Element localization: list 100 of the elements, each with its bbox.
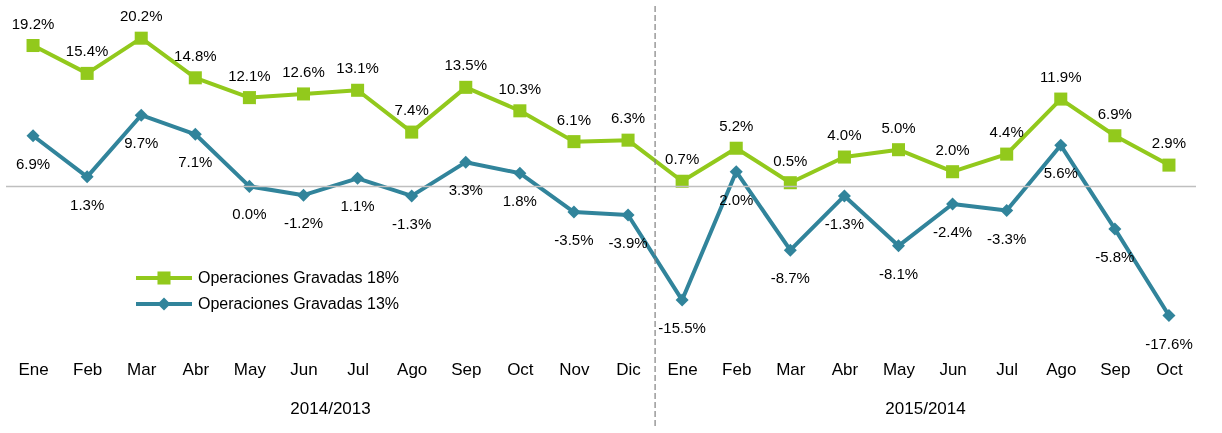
point xyxy=(891,143,906,157)
x-tick-label: Mar xyxy=(127,359,157,379)
point xyxy=(296,188,311,202)
data-label: 20.2% xyxy=(119,7,163,25)
x-tick-label: Jun xyxy=(290,359,318,379)
data-label: -8.7% xyxy=(770,269,810,287)
point xyxy=(296,87,311,101)
x-tick-label: May xyxy=(233,359,267,379)
data-label: 2.9% xyxy=(1151,134,1187,152)
data-label: 15.4% xyxy=(65,42,109,60)
point xyxy=(729,165,743,179)
data-label: 13.1% xyxy=(336,59,379,77)
point xyxy=(621,133,635,147)
data-label: 6.9% xyxy=(1097,104,1132,122)
data-label: 7.1% xyxy=(178,153,213,171)
data-label: -15.5% xyxy=(658,319,706,337)
data-label: 10.3% xyxy=(498,79,542,97)
point xyxy=(675,293,689,307)
data-label: -1.3% xyxy=(392,214,432,232)
point xyxy=(783,176,797,190)
data-label: 12.6% xyxy=(282,62,325,80)
point xyxy=(351,171,365,185)
x-tick-label: Ene xyxy=(18,359,49,379)
data-label: -8.1% xyxy=(878,264,919,282)
point xyxy=(188,127,202,141)
point xyxy=(675,174,689,188)
data-label: 19.2% xyxy=(11,14,55,32)
x-tick-label: Jul xyxy=(996,359,1019,379)
point xyxy=(80,170,94,184)
point xyxy=(1054,138,1068,152)
x-tick-label: Mar xyxy=(776,359,806,379)
point xyxy=(837,189,851,203)
data-label: 0.0% xyxy=(232,205,267,223)
point xyxy=(1054,92,1068,106)
legend-label: Operaciones Gravadas 13% xyxy=(198,295,399,312)
point xyxy=(134,31,148,45)
point xyxy=(946,197,960,211)
point xyxy=(513,104,527,118)
point xyxy=(1162,308,1176,323)
data-label: 0.5% xyxy=(773,151,808,169)
point xyxy=(1000,147,1014,161)
point xyxy=(26,39,40,53)
point xyxy=(188,71,202,85)
data-label: 4.4% xyxy=(989,123,1024,141)
data-label: 11.9% xyxy=(1040,68,1082,86)
x-tick-label: Abr xyxy=(831,359,859,379)
point xyxy=(621,208,635,222)
data-label: 4.0% xyxy=(827,126,862,144)
text: 2015/2014 xyxy=(885,399,966,418)
point xyxy=(1108,222,1122,236)
point xyxy=(242,91,256,105)
data-label: 9.7% xyxy=(124,134,159,152)
data-label: 5.2% xyxy=(719,117,754,135)
x-tick-label: Oct xyxy=(1156,359,1183,379)
x-tick-label: Feb xyxy=(722,359,752,379)
x-tick-label: Ago xyxy=(1046,359,1077,379)
point xyxy=(405,125,419,139)
data-label: -1.2% xyxy=(283,214,324,232)
x-tick-label: Jul xyxy=(347,359,369,379)
x-tick-label: Oct xyxy=(507,359,534,379)
point xyxy=(729,141,743,155)
point xyxy=(405,189,419,203)
x-tick-label: Sep xyxy=(451,359,482,379)
point xyxy=(351,83,365,97)
data-label: 12.1% xyxy=(228,66,271,84)
x-tick-label: Sep xyxy=(1100,359,1131,379)
data-label: -17.6% xyxy=(1145,334,1193,352)
data-label: -1.3% xyxy=(824,214,864,232)
data-label: 1.1% xyxy=(340,197,375,215)
data-label: 13.5% xyxy=(444,56,488,74)
x-tick-label: Jun xyxy=(939,359,967,379)
data-label: 6.1% xyxy=(556,110,592,128)
data-label: 6.3% xyxy=(610,109,646,127)
data-label: 0.7% xyxy=(665,150,700,168)
data-label: 1.3% xyxy=(70,195,105,213)
point xyxy=(26,129,40,143)
x-tick-label: Ago xyxy=(397,359,428,379)
data-label: 2.0% xyxy=(935,140,970,158)
data-label: 5.6% xyxy=(1043,164,1078,182)
point xyxy=(837,150,851,164)
data-label: -3.5% xyxy=(554,231,594,249)
point xyxy=(513,166,527,180)
point xyxy=(459,80,473,94)
point xyxy=(80,66,94,80)
data-label: 5.0% xyxy=(881,118,916,136)
point xyxy=(1162,158,1176,172)
point xyxy=(134,108,148,122)
x-tick-label: Feb xyxy=(72,359,103,379)
text: 2014/2013 xyxy=(290,399,371,418)
point xyxy=(567,135,581,149)
point xyxy=(1108,129,1122,143)
x-tick-label: Ene xyxy=(667,359,698,379)
data-label: -3.3% xyxy=(987,229,1027,247)
point xyxy=(783,243,797,257)
point xyxy=(1000,204,1014,218)
x-tick-label: May xyxy=(882,359,916,379)
point xyxy=(891,239,906,253)
data-label: 1.8% xyxy=(502,192,537,210)
point xyxy=(567,205,581,219)
data-label: -2.4% xyxy=(933,222,973,240)
